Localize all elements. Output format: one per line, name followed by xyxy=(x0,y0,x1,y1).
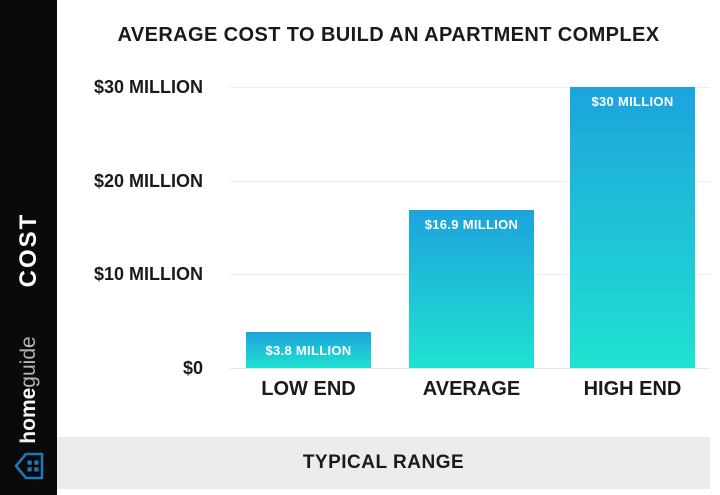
y-axis-tick-label: $10 MILLION xyxy=(93,264,203,285)
y-axis-tick-label: $20 MILLION xyxy=(93,170,203,191)
brand-home-text: home xyxy=(16,387,40,444)
bar-value-label: $3.8 MILLION xyxy=(265,342,352,358)
typical-range-footer: TYPICAL RANGE xyxy=(57,437,710,489)
y-axis-tick-label: $0 xyxy=(182,358,203,378)
bar-high-end: $30 MILLION xyxy=(570,87,695,368)
x-axis-title: TYPICAL RANGE xyxy=(302,452,465,473)
bar-chart-plot-area: $3.8 MILLION $16.9 MILLION $30 MILLION xyxy=(230,87,710,369)
x-axis-category-label: HIGH END xyxy=(583,378,682,400)
bar-low-end: $3.8 MILLION xyxy=(246,332,371,368)
gridline xyxy=(230,368,710,369)
gridline xyxy=(230,180,710,182)
bar-average: $16.9 MILLION xyxy=(409,209,534,368)
y-axis-tick-label: $30 MILLION xyxy=(93,77,203,97)
gridline xyxy=(230,87,710,88)
brand-guide-text: guide xyxy=(16,336,40,388)
x-axis-category-label: LOW END xyxy=(261,378,356,400)
house-grid-icon xyxy=(14,452,44,480)
x-axis-category-label: AVERAGE xyxy=(422,378,521,400)
chart-title: AVERAGE COST TO BUILD AN APARTMENT COMPL… xyxy=(117,24,660,46)
cost-sidebar: COST homeguide xyxy=(0,0,57,495)
y-axis-title: COST xyxy=(14,212,42,288)
bar-value-label: $30 MILLION xyxy=(591,94,674,109)
bar-value-label: $16.9 MILLION xyxy=(424,216,519,232)
homeguide-brand: homeguide xyxy=(17,336,41,443)
